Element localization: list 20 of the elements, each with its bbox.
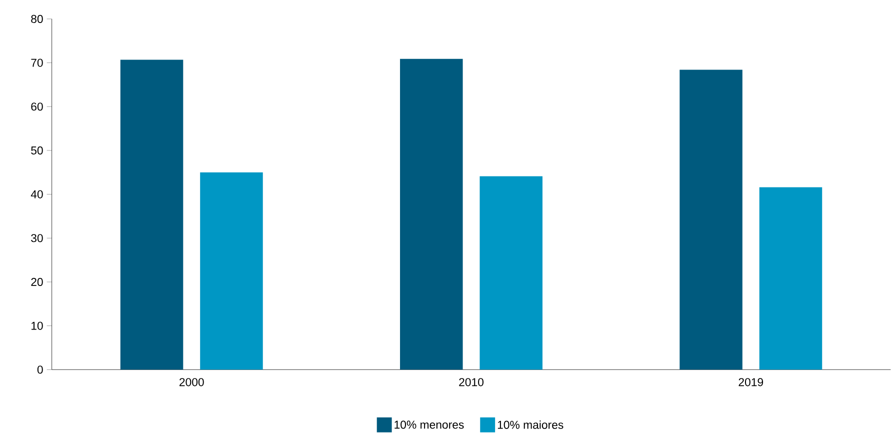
bar (759, 187, 822, 370)
y-tick-label: 20 (31, 278, 43, 286)
bar (200, 172, 263, 370)
y-tick-label: 10 (32, 322, 43, 330)
y-tick-label: 80 (31, 14, 43, 23)
x-tick-label: 2019 (738, 378, 764, 386)
y-tick-label: 30 (31, 234, 43, 242)
bar (680, 70, 742, 370)
legend-label: 10% maiores (498, 420, 564, 429)
x-tick-label: 2010 (459, 378, 484, 386)
y-tick-label: 0 (37, 365, 43, 374)
y-tick-label: 60 (31, 102, 43, 110)
x-tick-label: 2000 (180, 378, 204, 386)
y-tick-label: 50 (31, 146, 43, 154)
bar (120, 60, 184, 370)
legend-label: 10% menores (394, 420, 464, 429)
y-tick-label: 70 (31, 58, 43, 67)
bar (480, 176, 542, 370)
y-tick-label: 40 (30, 190, 43, 198)
bar (400, 58, 463, 370)
